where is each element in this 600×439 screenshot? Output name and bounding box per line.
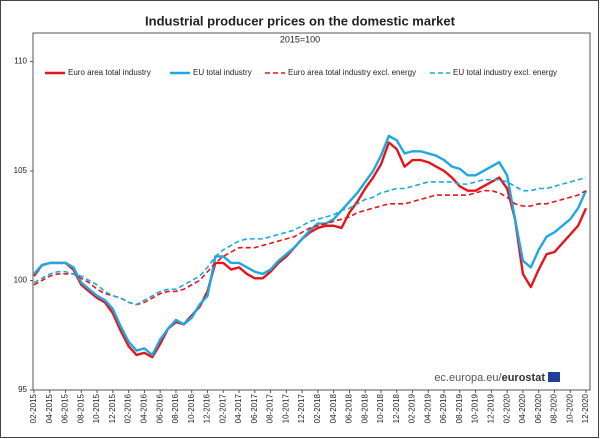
x-tick-label: 02-2015 <box>29 393 38 423</box>
x-tick-label: 10-2020 <box>565 393 574 423</box>
x-tick-label: 04-2017 <box>234 393 243 423</box>
y-tick-label: 110 <box>14 57 27 66</box>
x-tick-label: 12-2016 <box>203 393 212 423</box>
legend-label: Euro area total industry <box>68 68 151 77</box>
source-text: ec.europa.eu/eurostat <box>434 372 545 384</box>
series-line <box>33 141 588 359</box>
x-tick-label: 10-2019 <box>471 393 480 423</box>
x-tick-label: 08-2020 <box>550 393 559 423</box>
x-tick-label: 04-2018 <box>329 393 338 423</box>
x-tick-label: 08-2016 <box>171 393 180 423</box>
x-tick-label: 08-2019 <box>455 393 464 423</box>
legend-label: Euro area total industry excl. energy <box>288 68 416 77</box>
legend-label: EU total industry <box>193 68 252 77</box>
x-tick-label: 02-2017 <box>218 393 227 423</box>
x-tick-label: 12-2015 <box>108 393 117 423</box>
x-tick-label: 10-2015 <box>92 393 101 423</box>
y-tick-label: 105 <box>14 166 28 175</box>
source-brand: eurostat <box>502 372 546 384</box>
source-prefix: ec.europa.eu/ <box>434 372 502 384</box>
x-tick-label: 08-2018 <box>360 393 369 423</box>
y-tick-label: 100 <box>14 276 28 285</box>
x-tick-label: 06-2017 <box>250 393 259 423</box>
x-tick-label: 06-2018 <box>345 393 354 423</box>
chart-title: Industrial producer prices on the domest… <box>145 13 456 28</box>
x-tick-label: 06-2019 <box>439 393 448 423</box>
series-line <box>33 189 587 306</box>
x-tick-label: 10-2018 <box>376 393 385 423</box>
x-tick-label: 12-2020 <box>581 393 590 423</box>
series-line <box>33 134 588 357</box>
x-tick-label: 06-2020 <box>534 393 543 423</box>
x-tick-label: 02-2016 <box>124 393 133 423</box>
y-tick-label: 95 <box>18 385 27 394</box>
x-tick-label: 06-2015 <box>61 393 70 423</box>
x-tick-label: 12-2018 <box>392 393 401 423</box>
x-tick-label: 02-2018 <box>313 393 322 423</box>
legend-label: EU total industry excl. energy <box>453 68 557 77</box>
x-tick-label: 02-2020 <box>502 393 511 423</box>
x-tick-label: 10-2016 <box>187 393 196 423</box>
x-tick-label: 04-2015 <box>45 393 54 423</box>
chart-subtitle: 2015=100 <box>280 34 320 44</box>
x-tick-label: 12-2019 <box>486 393 495 423</box>
x-tick-label: 04-2020 <box>518 393 527 423</box>
series-line <box>33 176 587 306</box>
plot-frame <box>32 32 591 391</box>
x-tick-label: 04-2016 <box>140 393 149 423</box>
eu-flag <box>548 372 560 382</box>
x-tick-label: 04-2019 <box>423 393 432 423</box>
x-tick-label: 08-2015 <box>76 393 85 423</box>
x-tick-label: 06-2016 <box>155 393 164 423</box>
x-tick-label: 10-2017 <box>281 393 290 423</box>
x-tick-label: 08-2017 <box>266 393 275 423</box>
x-tick-label: 02-2019 <box>408 393 417 423</box>
x-tick-label: 12-2017 <box>297 393 306 423</box>
